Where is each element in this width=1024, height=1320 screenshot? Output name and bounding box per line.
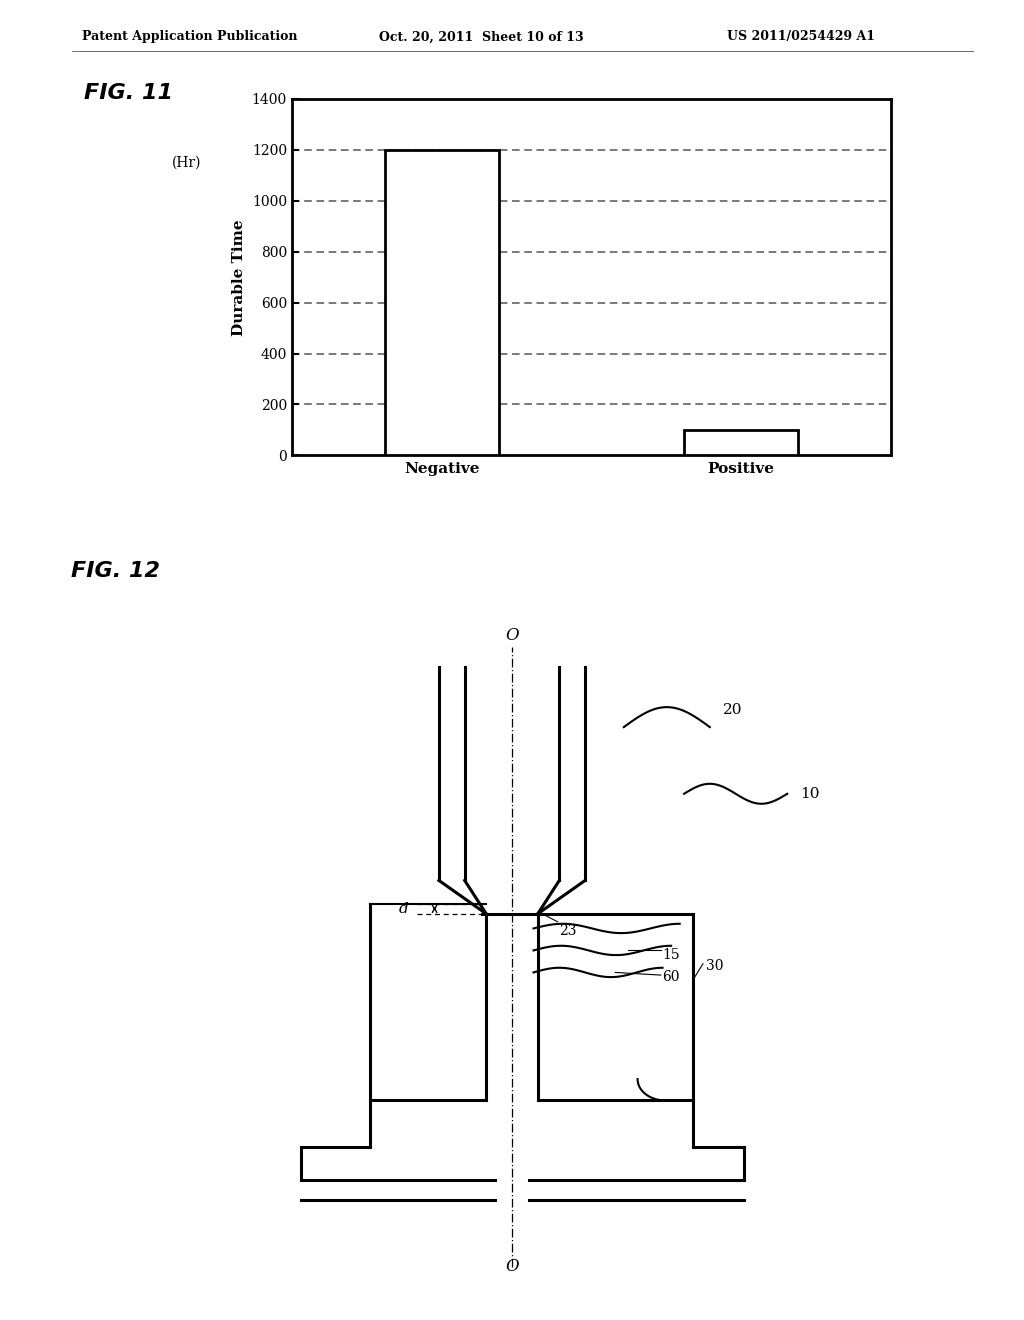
Text: 10: 10 xyxy=(800,787,819,801)
Text: FIG. 12: FIG. 12 xyxy=(71,561,160,581)
Bar xyxy=(385,150,499,455)
Text: 15: 15 xyxy=(663,948,680,962)
Text: 20: 20 xyxy=(723,704,742,718)
Text: Oct. 20, 2011  Sheet 10 of 13: Oct. 20, 2011 Sheet 10 of 13 xyxy=(379,30,584,44)
Text: 30: 30 xyxy=(706,958,723,973)
Text: d: d xyxy=(399,902,409,916)
Text: FIG. 11: FIG. 11 xyxy=(84,83,173,103)
Text: O: O xyxy=(505,627,519,644)
Text: Patent Application Publication: Patent Application Publication xyxy=(82,30,297,44)
Y-axis label: Durable Time: Durable Time xyxy=(232,219,246,335)
Text: US 2011/0254429 A1: US 2011/0254429 A1 xyxy=(727,30,876,44)
Text: O: O xyxy=(505,1258,519,1275)
Text: (Hr): (Hr) xyxy=(172,156,202,170)
Bar xyxy=(684,430,798,455)
Text: 60: 60 xyxy=(663,970,680,985)
Text: 23: 23 xyxy=(559,924,577,937)
